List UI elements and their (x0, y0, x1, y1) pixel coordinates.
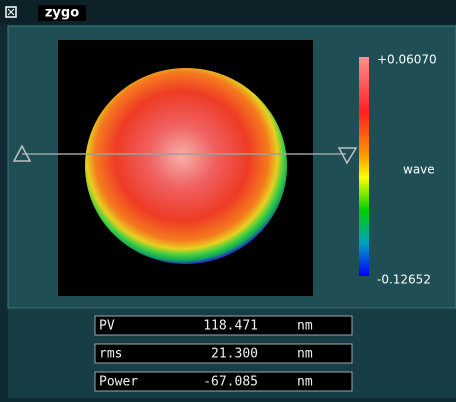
logo: zygo (45, 6, 79, 21)
app-window: zygo +0.06070 wave -0.12652 PV 118.471 nm r… (0, 0, 456, 398)
color-min: -0.12652 (377, 273, 431, 287)
stat-value: 21.300 (211, 347, 258, 362)
stat-unit: nm (297, 347, 313, 362)
stat-label: rms (99, 347, 122, 362)
phase-map (85, 68, 287, 264)
stat-unit: nm (297, 375, 313, 390)
color-unit: wave (403, 163, 435, 177)
stat-unit: nm (297, 319, 313, 334)
stat-label: Power (99, 375, 138, 390)
stat-value: 118.471 (203, 319, 258, 334)
stat-label: PV (99, 319, 115, 334)
stats: PV 118.471 nm rms 21.300 nm Power -67.085 nm (95, 316, 352, 391)
stat-value: -67.085 (203, 375, 258, 390)
color-bar (359, 57, 369, 276)
color-max: +0.06070 (377, 53, 437, 67)
